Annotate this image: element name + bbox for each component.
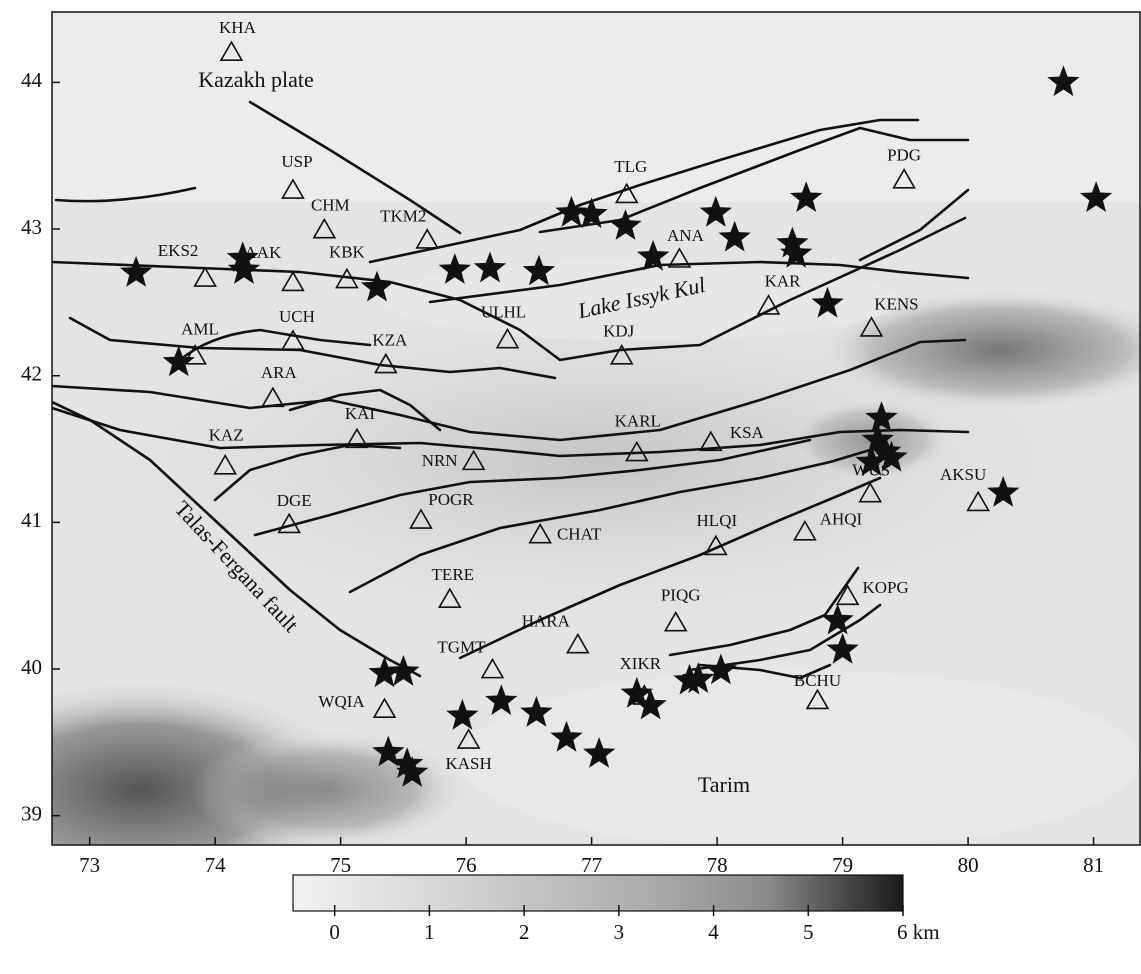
station-label: XIKR bbox=[620, 654, 662, 673]
station-label: AKSU bbox=[940, 465, 986, 484]
station-label: KSA bbox=[730, 423, 765, 442]
station-label: KASH bbox=[445, 754, 491, 773]
y-tick-label: 40 bbox=[21, 655, 42, 679]
y-tick-label: 43 bbox=[21, 215, 42, 239]
station-label: PDG bbox=[887, 146, 921, 165]
station-label: KAI bbox=[345, 404, 376, 423]
station-label: KBK bbox=[329, 242, 366, 261]
map-figure: KHAUSPCHMTKM2TLGPDGEKS2AAKKBKANAKARKENSA… bbox=[0, 0, 1141, 974]
station-label: AHQI bbox=[820, 510, 863, 529]
station-label: KAR bbox=[765, 272, 802, 291]
region-label: Kazakh plate bbox=[198, 67, 313, 92]
station-label: HLQI bbox=[697, 511, 738, 530]
y-tick-label: 39 bbox=[21, 801, 42, 825]
station-label: EKS2 bbox=[158, 241, 199, 260]
colorbar-tick-label: 0 bbox=[329, 920, 340, 944]
station-label: POGR bbox=[428, 490, 474, 509]
region-label: Tarim bbox=[698, 772, 750, 797]
station-label: KHA bbox=[219, 18, 257, 37]
colorbar-tick-label: 5 bbox=[803, 920, 814, 944]
station-label: NRN bbox=[422, 451, 458, 470]
x-tick-label: 81 bbox=[1083, 853, 1104, 877]
colorbar bbox=[293, 875, 903, 911]
x-tick-label: 78 bbox=[707, 853, 728, 877]
station-label: HARA bbox=[522, 611, 571, 630]
station-label: TERE bbox=[432, 565, 475, 584]
station-label: ULHL bbox=[481, 302, 526, 321]
station-label: AML bbox=[181, 320, 219, 339]
y-tick-label: 44 bbox=[21, 68, 43, 92]
x-tick-label: 77 bbox=[581, 853, 602, 877]
colorbar-tick-label: 1 bbox=[424, 920, 435, 944]
station-label: KENS bbox=[874, 295, 918, 314]
colorbar-tick-label: 3 bbox=[614, 920, 625, 944]
station-label: BCHU bbox=[794, 671, 841, 690]
station-label: ARA bbox=[261, 363, 298, 382]
station-label: CHM bbox=[311, 195, 350, 214]
station-label: KAZ bbox=[209, 426, 244, 445]
station-label: KARL bbox=[615, 411, 661, 430]
station-label: CHAT bbox=[557, 524, 602, 543]
x-tick-label: 80 bbox=[958, 853, 979, 877]
x-tick-label: 74 bbox=[205, 853, 227, 877]
station-label: KDJ bbox=[603, 322, 635, 341]
station-label: USP bbox=[281, 152, 312, 171]
station-label: KOPG bbox=[862, 578, 908, 597]
x-tick-label: 75 bbox=[330, 853, 351, 877]
station-label: DGE bbox=[277, 491, 312, 510]
colorbar-tick-label: 4 bbox=[708, 920, 719, 944]
colorbar-tick-label: 6 km bbox=[897, 920, 940, 944]
station-label: PIQG bbox=[661, 585, 701, 604]
station-label: TGMT bbox=[437, 637, 486, 656]
station-label: KZA bbox=[372, 330, 408, 349]
y-tick-label: 42 bbox=[21, 362, 42, 386]
x-tick-label: 76 bbox=[456, 853, 477, 877]
x-tick-label: 73 bbox=[79, 853, 100, 877]
colorbar-tick-label: 2 bbox=[519, 920, 530, 944]
x-tick-label: 79 bbox=[832, 853, 853, 877]
station-label: ANA bbox=[667, 226, 705, 245]
station-label: WQIA bbox=[318, 692, 365, 711]
station-label: TLG bbox=[614, 157, 647, 176]
station-label: TKM2 bbox=[380, 207, 426, 226]
y-tick-label: 41 bbox=[21, 508, 42, 532]
station-label: UCH bbox=[279, 307, 315, 326]
